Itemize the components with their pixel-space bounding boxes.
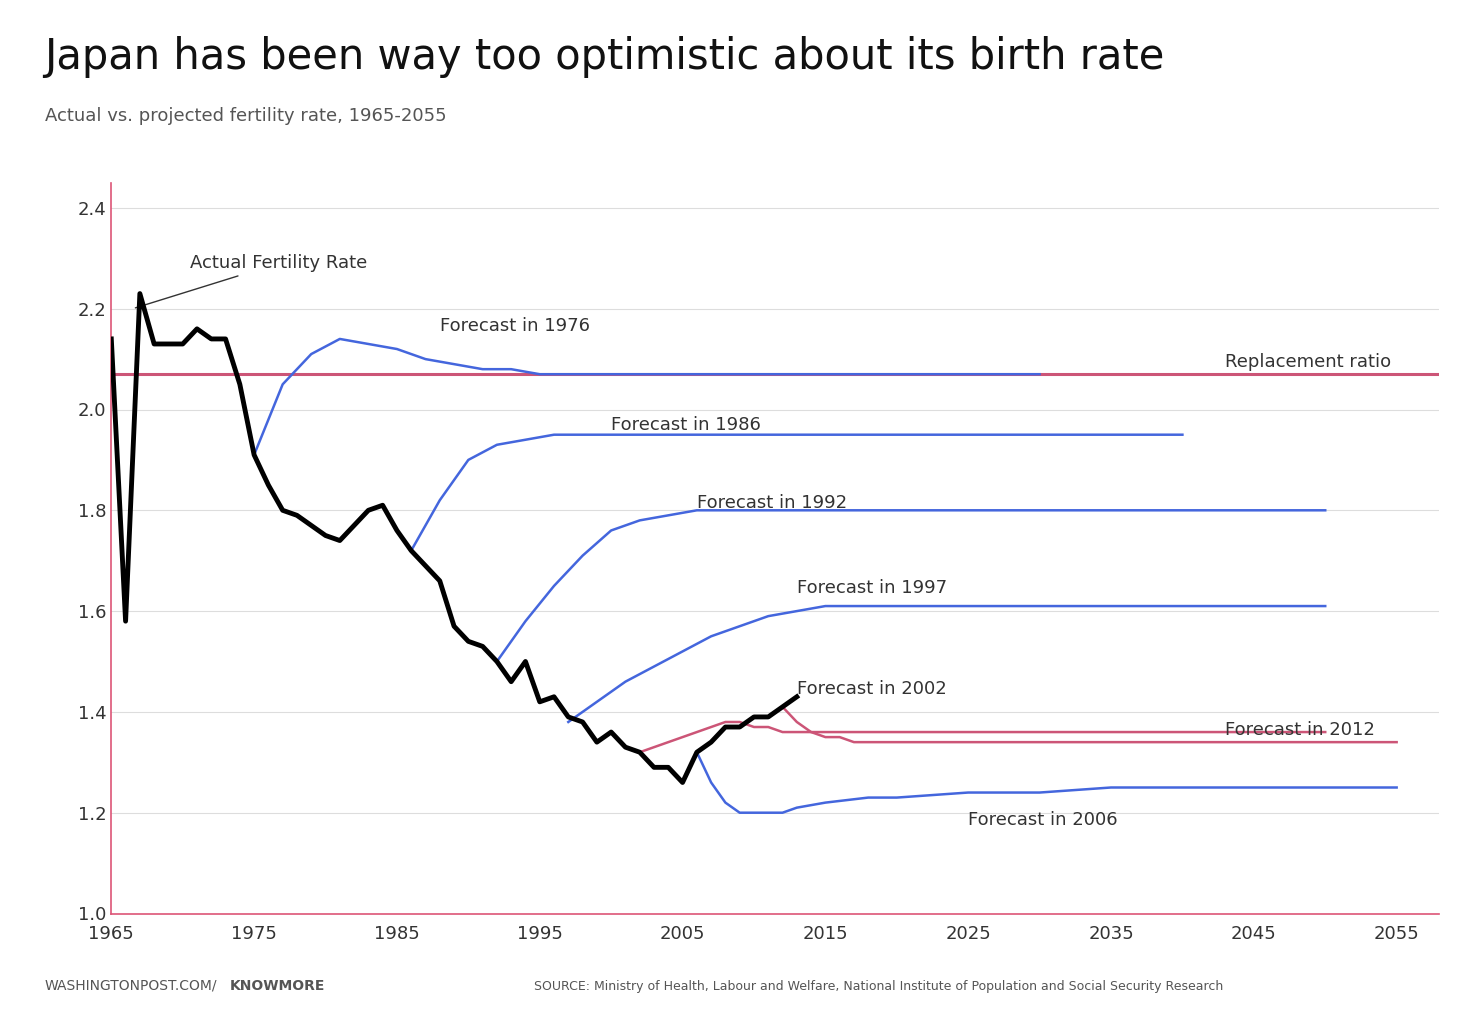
Text: Forecast in 1986: Forecast in 1986 <box>611 415 761 433</box>
Text: Japan has been way too optimistic about its birth rate: Japan has been way too optimistic about … <box>45 36 1165 77</box>
Text: Forecast in 2002: Forecast in 2002 <box>797 680 947 698</box>
Text: Forecast in 1997: Forecast in 1997 <box>797 580 947 598</box>
Text: Forecast in 1976: Forecast in 1976 <box>439 318 589 335</box>
Text: Forecast in 2006: Forecast in 2006 <box>968 811 1117 829</box>
Text: Replacement ratio: Replacement ratio <box>1226 352 1392 370</box>
Text: Forecast in 2012: Forecast in 2012 <box>1226 721 1376 739</box>
Text: Actual Fertility Rate: Actual Fertility Rate <box>135 255 367 308</box>
Text: Forecast in 1992: Forecast in 1992 <box>697 493 847 512</box>
Text: Actual vs. projected fertility rate, 1965-2055: Actual vs. projected fertility rate, 196… <box>45 107 447 125</box>
Text: KNOWMORE: KNOWMORE <box>230 978 325 993</box>
Text: WASHINGTONPOST.COM/: WASHINGTONPOST.COM/ <box>45 978 217 993</box>
Text: SOURCE: Ministry of Health, Labour and Welfare, National Institute of Population: SOURCE: Ministry of Health, Labour and W… <box>534 979 1223 993</box>
